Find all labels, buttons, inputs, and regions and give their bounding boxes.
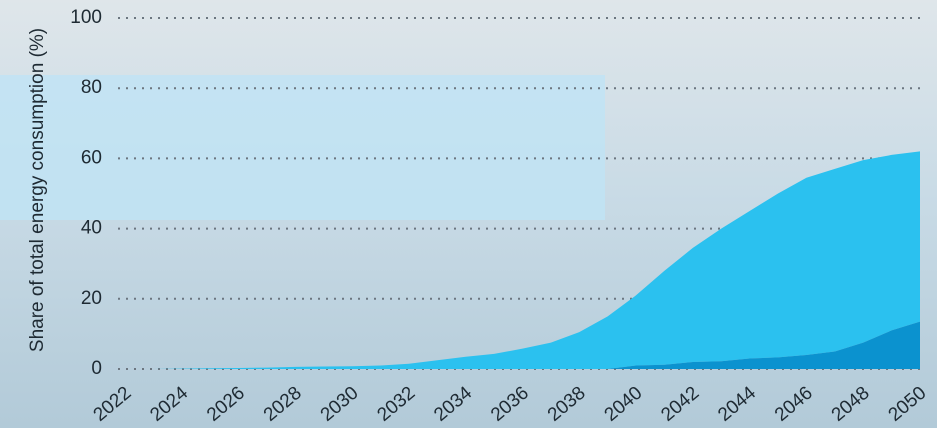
background-ship [0,75,605,220]
area [125,151,920,369]
y-tick-label: 80 [81,77,102,98]
y-tick-label: 20 [81,288,102,309]
area [125,321,920,369]
y-tick-label: 0 [91,358,102,379]
y-tick-label: 60 [81,147,102,168]
y-tick-label: 100 [70,7,102,28]
y-axis-title: Share of total energy consumption (%) [27,28,48,352]
y-tick-label: 40 [81,218,102,239]
